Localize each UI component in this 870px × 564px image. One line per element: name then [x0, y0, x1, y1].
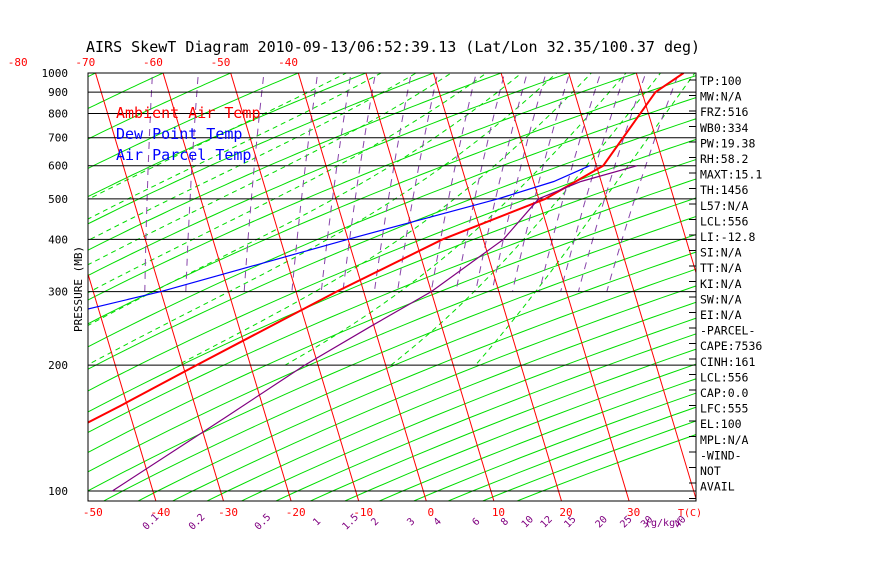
mixing-ratio-line: [476, 64, 530, 292]
dry-adiabat-line: [0, 64, 594, 531]
index-entry: SW:N/A: [700, 292, 742, 306]
index-entry: SI:N/A: [700, 246, 742, 260]
index-entry: FRZ:516: [700, 105, 749, 119]
index-entry: CAP:0.0: [700, 386, 749, 400]
pressure-tick-label: 1000: [42, 67, 69, 80]
index-entry: LFC:555: [700, 402, 748, 416]
chart-title: AIRS SkewT Diagram 2010-09-13/06:52:39.1…: [86, 38, 700, 56]
index-entry: L57:N/A: [700, 199, 749, 213]
index-entry: MAXT:15.1: [700, 168, 762, 182]
mixing-ratio-tick-label: 10: [520, 514, 536, 530]
mixing-ratio-tick-label: 8: [499, 516, 511, 528]
top-temp-tick-label: -50: [211, 56, 231, 69]
index-entry: MW:N/A: [700, 90, 742, 104]
mixing-ratio-tick-label: 2: [369, 516, 381, 528]
mixing-ratio-tick-label: 12: [539, 514, 555, 530]
index-entry: KI:N/A: [700, 277, 742, 291]
isotherm-line: [0, 64, 30, 531]
legend-entry: Ambient Air Temp: [116, 104, 261, 122]
index-entry: EI:N/A: [700, 308, 742, 322]
mixing-ratio-tick-label: 1: [311, 516, 323, 528]
pressure-tick-label: 800: [48, 108, 68, 121]
index-entry: -PARCEL-: [700, 324, 755, 338]
index-entry: TH:1456: [700, 183, 749, 197]
index-entry: LCL:556: [700, 370, 749, 384]
pressure-tick-label: 200: [48, 359, 68, 372]
bottom-temp-tick-label: -50: [83, 506, 103, 519]
dry-adiabat-line: [442, 64, 870, 531]
pressure-tick-label: 500: [48, 193, 68, 206]
index-entry: EL:100: [700, 417, 742, 431]
tick-layer: 1002003004005006007008009001000-120-110-…: [0, 56, 696, 533]
bottom-temp-tick-label: -30: [218, 506, 238, 519]
pressure-tick-label: 300: [48, 286, 68, 299]
isotherm-line: [769, 64, 870, 531]
dry-adiabat-line: [277, 64, 870, 531]
isotherm-line: [431, 64, 571, 531]
mixing-ratio-line: [186, 64, 199, 292]
y-axis-label: PRESSURE (MB): [72, 246, 85, 332]
top-temp-tick-label: -40: [278, 56, 298, 69]
index-entry: NOT: [700, 464, 721, 478]
index-entry: RH:58.2: [700, 152, 748, 166]
isotherm-line: [836, 64, 870, 531]
dry-adiabat-line: [409, 64, 870, 531]
index-entry: CINH:161: [700, 355, 755, 369]
index-entry: AVAIL: [700, 480, 735, 494]
mixing-ratio-tick-label: 6: [471, 516, 483, 528]
legend-entry: Air Parcel Temp: [116, 146, 251, 164]
index-entry: LCL:556: [700, 214, 749, 228]
mixing-ratio-line: [607, 64, 682, 292]
dry-adiabat-line: [376, 64, 870, 531]
mixing-ratio-tick-label: 0.2: [187, 512, 208, 533]
mixing-ratio-tick-label: 0.5: [253, 512, 274, 533]
mixing-ratio-tick-label: 4: [432, 516, 444, 528]
index-entry: WB0:334: [700, 121, 749, 135]
pressure-tick-label: 900: [48, 86, 68, 99]
legend: Ambient Air Temp Dew Point Temp Air Parcel…: [116, 104, 261, 164]
pressure-tick-label: 100: [48, 485, 68, 498]
index-entry: PW:19.38: [700, 136, 755, 150]
dry-adiabat-line: [212, 64, 870, 531]
dry-adiabat-line: [343, 64, 870, 531]
mixing-ratio-line: [145, 64, 153, 292]
index-entry: CAPE:7536: [700, 339, 762, 353]
top-temp-tick-label: -70: [75, 56, 95, 69]
top-temp-tick-label: -60: [143, 56, 163, 69]
bottom-temp-tick-label: -20: [286, 506, 306, 519]
top-temp-tick-label: -80: [8, 56, 28, 69]
mixing-ratio-tick-label: 3: [405, 516, 417, 528]
bottom-temp-tick-label: 0: [428, 506, 435, 519]
pressure-tick-label: 400: [48, 233, 68, 246]
pressure-tick-label: 600: [48, 160, 68, 173]
legend-entry: Dew Point Temp: [116, 125, 242, 143]
dry-adiabat-line: [0, 64, 662, 531]
mixing-ratio-tick-label: 20: [594, 514, 610, 530]
index-entry: TP:100: [700, 74, 742, 88]
pressure-tick-label: 700: [48, 132, 68, 145]
index-entry: TT:N/A: [700, 261, 742, 275]
moist-adiabat-line: [475, 64, 701, 365]
mixing-ratio-line: [578, 64, 649, 292]
series-line: [0, 73, 684, 491]
dry-adiabat-line: [245, 64, 870, 531]
index-entry: -WIND-: [700, 448, 742, 462]
isotherm-line: [363, 64, 503, 531]
isotherm-line: [566, 64, 706, 531]
index-entry: MPL:N/A: [700, 433, 749, 447]
series-layer: [0, 73, 684, 491]
index-entry: LI:-12.8: [700, 230, 755, 244]
